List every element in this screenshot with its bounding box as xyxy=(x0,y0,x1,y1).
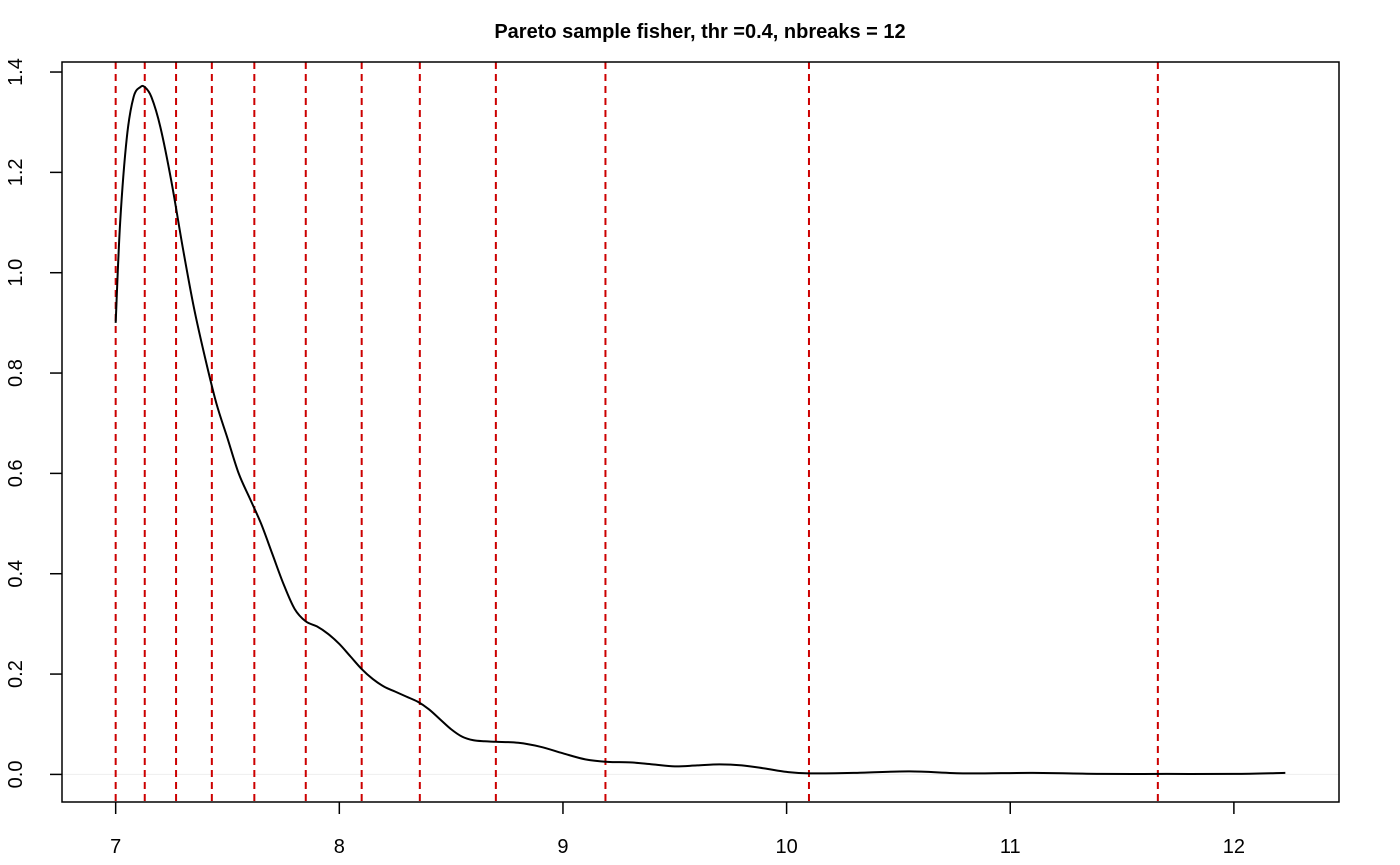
y-tick-label-0.0: 0.0 xyxy=(5,761,27,789)
y-tick-label-1.2: 1.2 xyxy=(5,158,27,186)
x-tick-label-11: 11 xyxy=(1000,836,1021,858)
y-tick-label-0.6: 0.6 xyxy=(5,459,27,487)
y-tick-label-0.2: 0.2 xyxy=(5,660,27,688)
plot-area: 7 8 9 10 11 12 0.0 0.2 0.4 0.6 0.8 1.0 1.2 1.4 xyxy=(5,58,1340,858)
density-curve-1 xyxy=(114,84,1286,775)
y-tick-label-1.4: 1.4 xyxy=(5,58,27,86)
x-tick-label-12: 12 xyxy=(1223,836,1245,858)
y-tick-label-0.8: 0.8 xyxy=(5,359,27,387)
y-tick-label-0.4: 0.4 xyxy=(5,560,27,588)
x-tick-label-7: 7 xyxy=(110,836,121,858)
chart-title: Pareto sample fisher, thr =0.4, nbreaks … xyxy=(494,21,905,43)
y-tick-label-1.0: 1.0 xyxy=(5,259,27,287)
x-tick-label-8: 8 xyxy=(334,836,345,858)
x-tick-label-10: 10 xyxy=(775,836,797,858)
plot-frame xyxy=(61,61,1340,803)
x-tick-label-9: 9 xyxy=(557,836,568,858)
